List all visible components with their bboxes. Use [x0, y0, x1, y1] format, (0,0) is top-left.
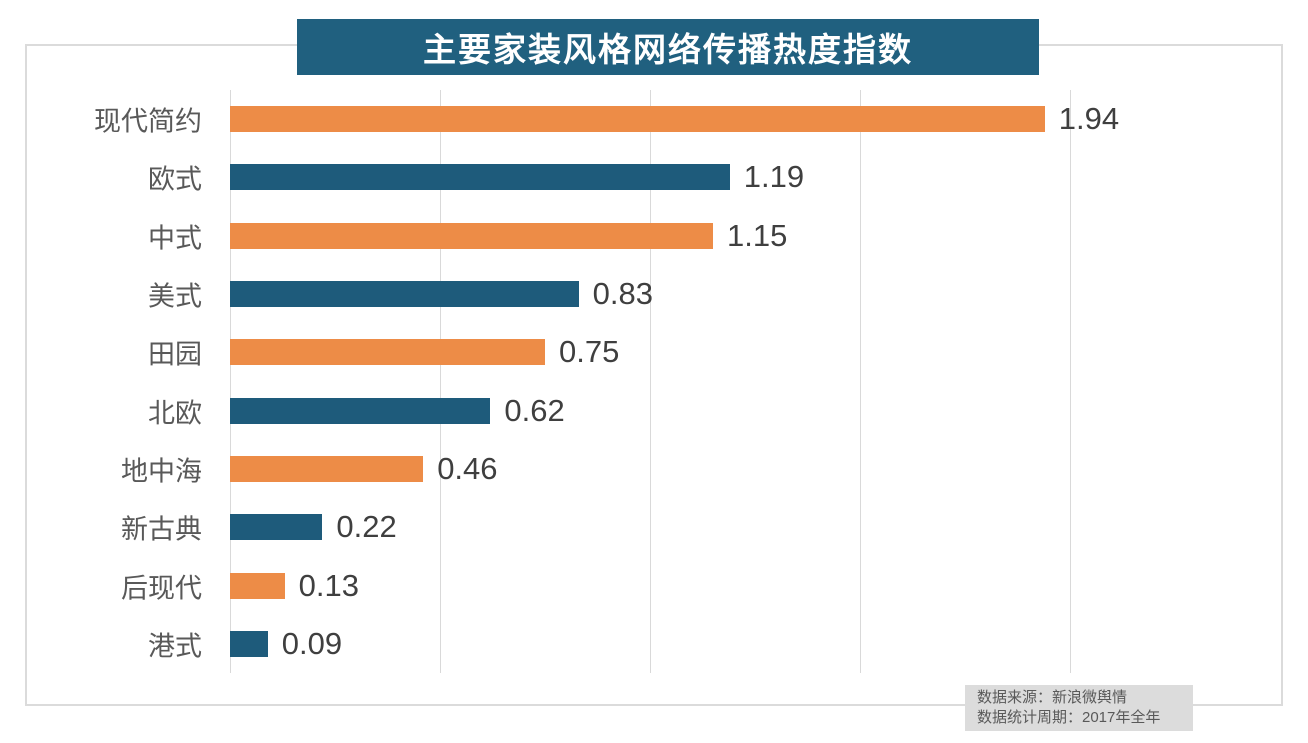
bar-row-7: [230, 514, 323, 541]
source-note-line2: 数据统计周期：2017年全年: [977, 709, 1161, 726]
gridline-tick-0: [230, 90, 231, 673]
chart-frame-border: [25, 44, 1283, 706]
value-label-2: 1.15: [727, 217, 788, 253]
bar-row-8: [230, 572, 285, 599]
source-note: 数据来源：新浪微舆情 数据统计周期：2017年全年: [965, 685, 1193, 731]
bar-row-1: [230, 164, 730, 191]
chart-title-banner: 主要家装风格网络传播热度指数: [297, 19, 1039, 75]
category-label-4: 田园: [148, 339, 202, 370]
value-label-6: 0.46: [437, 450, 498, 486]
category-label-7: 新古典: [121, 514, 202, 545]
gridline-tick-3: [860, 90, 861, 673]
category-label-0: 现代简约: [94, 106, 202, 137]
bar-row-5: [230, 397, 491, 424]
value-label-5: 0.62: [504, 392, 565, 428]
category-label-9: 港式: [148, 631, 202, 662]
value-label-8: 0.13: [298, 567, 359, 603]
source-note-line1: 数据来源：新浪微舆情: [977, 689, 1128, 706]
value-label-3: 0.83: [592, 276, 653, 312]
bar-row-0: [230, 106, 1045, 133]
category-label-5: 北欧: [148, 398, 202, 429]
value-label-4: 0.75: [559, 334, 620, 370]
category-label-2: 中式: [148, 223, 202, 254]
bar-row-3: [230, 281, 579, 308]
bar-row-2: [230, 222, 713, 249]
gridline-tick-1: [440, 90, 441, 673]
bar-row-9: [230, 630, 268, 657]
bar-row-4: [230, 339, 545, 366]
category-label-1: 欧式: [148, 164, 202, 195]
category-label-3: 美式: [148, 281, 202, 312]
gridline-tick-2: [650, 90, 651, 673]
value-label-0: 1.94: [1058, 101, 1120, 137]
category-label-8: 后现代: [121, 573, 202, 604]
gridline-tick-4: [1070, 90, 1071, 673]
category-label-6: 地中海: [121, 456, 202, 487]
value-label-9: 0.09: [281, 625, 343, 661]
chart-title: 主要家装风格网络传播热度指数: [423, 31, 913, 68]
value-label-7: 0.22: [336, 509, 397, 545]
bar-row-6: [230, 455, 424, 482]
value-label-1: 1.19: [743, 159, 805, 195]
